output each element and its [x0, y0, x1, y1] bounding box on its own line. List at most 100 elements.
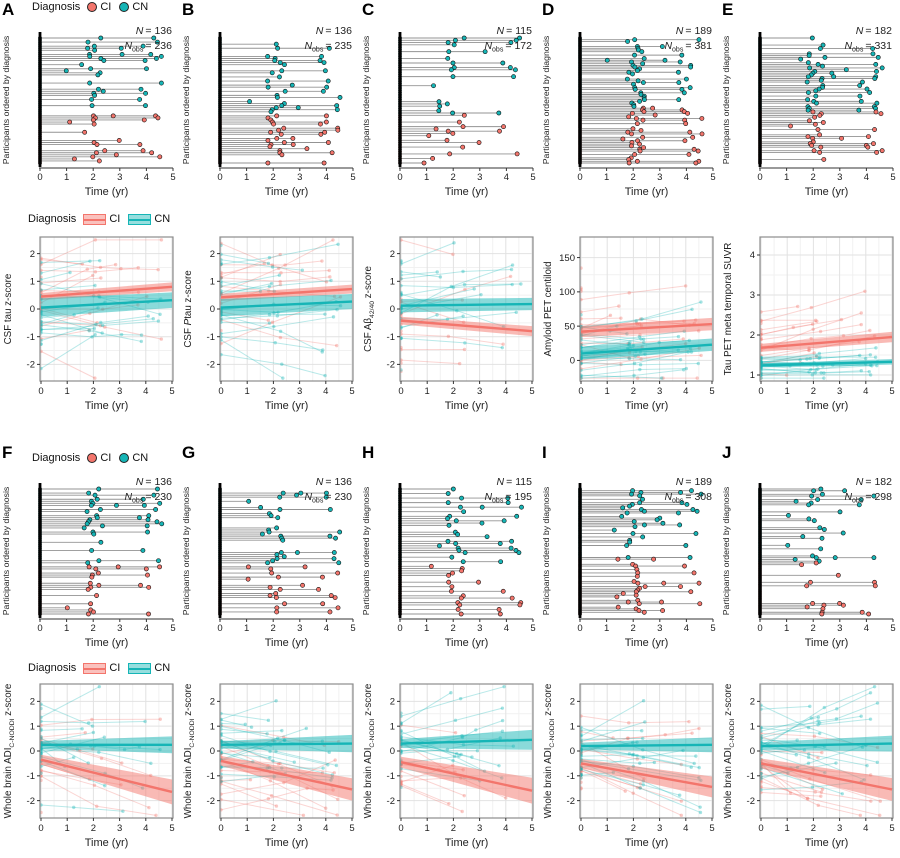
- axis-ticks: 0 1 2 3 4 5 -2 -1 0 1 2: [207, 697, 355, 834]
- x-tick-label: 1: [424, 172, 429, 183]
- legend-item-cn: CN: [119, 1, 148, 13]
- x-tick-label: 3: [477, 172, 482, 183]
- panel-A-letter: A: [2, 0, 15, 19]
- y-tick-label: 1: [390, 277, 395, 288]
- y-tick-label: -1: [387, 332, 395, 343]
- x-tick-label: 2: [271, 172, 276, 183]
- baseline-axis-bar: [38, 32, 42, 167]
- x-tick-label: 1: [64, 623, 69, 634]
- x-tick-label: 4: [683, 386, 688, 397]
- ci-trend-line: [580, 322, 713, 333]
- y-tick-label: -2: [387, 796, 395, 807]
- panel-C-trajectory-plot: 0 1 2 3 4 5 -2 -1 0 1 2 Time (yr) CSF Aβ42/40 z-scor…: [363, 236, 535, 412]
- x-tick-label: 5: [350, 172, 355, 183]
- x-tick-label: 1: [604, 623, 609, 634]
- x-tick-label: 5: [170, 623, 175, 634]
- panel-C-timeline-plot: 0 1 2 3 4 5 Time (yr) Participants ordered by d…: [361, 25, 536, 198]
- x-tick-label: 3: [117, 386, 122, 397]
- x-tick-label: 1: [244, 172, 249, 183]
- y-tick-label: 2: [390, 249, 395, 260]
- n-label: N = 136: [136, 25, 172, 37]
- trajectories: [40, 684, 173, 818]
- trajectories: [400, 238, 533, 374]
- x-tick-label: 2: [811, 823, 816, 834]
- x-tick-label: 1: [604, 172, 609, 183]
- cn-trend-line: [400, 302, 533, 307]
- x-tick-label: 0: [37, 623, 42, 634]
- y-tick-label: 1: [210, 277, 215, 288]
- panel-B-timeline-plot: 0 1 2 3 4 5 Time (yr) Participants ordered by d…: [181, 25, 356, 198]
- x-tick-label: 0: [757, 172, 762, 183]
- x-tick-label: 4: [684, 623, 689, 634]
- x-tick-label: 4: [323, 823, 328, 834]
- y-axis-label: Participants ordered by diagnosis: [721, 486, 731, 615]
- x-tick-label: 4: [324, 172, 329, 183]
- x-axis-ticks: 0 1 2 3 4 5: [757, 168, 896, 183]
- x-tick-label: 3: [837, 823, 842, 834]
- cn-trend-line: [220, 742, 353, 746]
- diagnosis-ribbon-legend: Diagnosis CI CN: [28, 213, 178, 225]
- y-axis-label: CSF Ptau z-score: [183, 270, 194, 348]
- x-tick-label: 0: [397, 172, 402, 183]
- ci-trend-line: [580, 762, 713, 789]
- x-axis-ticks: 0 1 2 3 4 5: [37, 168, 176, 183]
- timeline-plot-group: 0 1 2 3 4 5 Time (yr) Participants ordered by d…: [721, 476, 896, 649]
- x-axis-ticks: 0 1 2 3 4 5: [397, 619, 536, 634]
- x-tick-label: 0: [398, 386, 403, 397]
- x-tick-label: 0: [578, 386, 583, 397]
- cn-trend-line: [760, 742, 893, 748]
- y-tick-label: 1: [210, 721, 215, 732]
- x-tick-label: 4: [503, 823, 508, 834]
- y-tick-label: 1: [750, 370, 755, 381]
- x-tick-label: 2: [811, 623, 816, 634]
- x-tick-label: 2: [451, 386, 456, 397]
- trajectory-plot-group: 0 1 2 3 4 5 -2 -1 0 1 2 Time (yr) Whole brain ADIC-N…: [183, 683, 355, 849]
- x-tick-label: 0: [577, 172, 582, 183]
- x-axis-label: Time (yr): [445, 637, 489, 649]
- x-tick-label: 4: [144, 623, 149, 634]
- y-tick-label: 0: [570, 356, 575, 367]
- x-tick-label: 0: [757, 623, 762, 634]
- y-tick-label: 2: [30, 697, 35, 708]
- x-axis-label: Time (yr): [625, 837, 669, 849]
- x-tick-label: 4: [504, 623, 509, 634]
- x-axis-ticks: 0 1 2 3 4 5: [217, 619, 356, 634]
- panel-B: B 0 1 2 3 4 5 Time (yr) Participants ordered by …: [180, 0, 360, 443]
- n-label: N = 136: [136, 476, 172, 488]
- x-axis-ticks: 0 1 2 3 4 5: [577, 168, 716, 183]
- panel-I-letter: I: [542, 443, 547, 462]
- x-tick-label: 0: [217, 623, 222, 634]
- n-label: N = 115: [497, 476, 533, 488]
- x-tick-label: 2: [271, 386, 276, 397]
- panel-G-timeline-plot: 0 1 2 3 4 5 Time (yr) Participants ordered by d…: [181, 476, 356, 649]
- panel-H: H 0 1 2 3 4 5 Time (yr) Participants ordered by …: [360, 443, 540, 857]
- y-axis-label: Participants ordered by diagnosis: [361, 35, 371, 164]
- x-tick-label: 5: [170, 172, 175, 183]
- x-tick-label: 2: [271, 823, 276, 834]
- x-tick-label: 3: [657, 823, 662, 834]
- trajectory-plot-group: 0 1 2 3 4 5 -2 -1 0 1 2 Time (yr) Whole brain ADIC-N…: [3, 683, 175, 849]
- x-tick-label: 2: [811, 172, 816, 183]
- x-tick-label: 2: [91, 172, 96, 183]
- x-tick-label: 5: [529, 823, 534, 834]
- x-tick-label: 4: [143, 823, 148, 834]
- x-tick-label: 5: [890, 172, 895, 183]
- x-tick-label: 2: [631, 386, 636, 397]
- timeline-plot-group: 0 1 2 3 4 5 Time (yr) Participants ordered by d…: [361, 476, 536, 649]
- y-tick-label: -2: [387, 360, 395, 371]
- n-label: N = 136: [316, 476, 352, 488]
- trajectories: [40, 238, 173, 380]
- y-tick-label: -1: [207, 332, 215, 343]
- y-tick-label: -1: [747, 771, 755, 782]
- panel-C-letter: C: [362, 0, 375, 19]
- cn-point-swatch: [119, 2, 130, 12]
- panel-I: I 0 1 2 3 4 5 Time (yr) Participants ordered by …: [540, 443, 720, 857]
- panel-A-trajectory-plot: 0 1 2 3 4 5 -2 -1 0 1 2 Time (yr) CSF tau z-score: [3, 236, 175, 412]
- nobs-label: Nobs = 235: [304, 40, 352, 54]
- cn-trend-line: [220, 300, 353, 309]
- legend-item-label: CI: [100, 452, 112, 464]
- trajectories: [580, 699, 713, 818]
- panel-A-timeline-plot: 0 1 2 3 4 5 Time (yr) Participants ordered by d…: [1, 25, 176, 198]
- n-label: N = 189: [676, 476, 712, 488]
- panel-J-trajectory-plot: 0 1 2 3 4 5 -2 -1 0 1 2 Time (yr) Whole brain ADIC-N…: [723, 683, 895, 849]
